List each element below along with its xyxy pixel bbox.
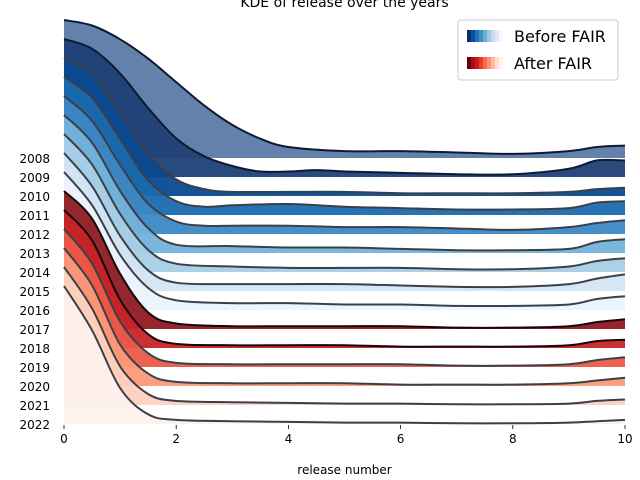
ridge-line-2013: [63, 114, 626, 252]
ridge-line-2014: [63, 133, 626, 271]
legend: Before FAIR After FAIR: [457, 19, 619, 81]
x-tick-label-10: 10: [617, 432, 632, 446]
y-tick-label-2009: 2009: [19, 171, 50, 185]
legend-swatch-after-6: [491, 57, 496, 69]
y-tick-label-2019: 2019: [19, 361, 50, 375]
ridge-line-2021: [63, 266, 626, 406]
y-tick-label-2011: 2011: [19, 209, 50, 223]
ridges-group: [63, 19, 626, 425]
y-tick-label-2012: 2012: [19, 228, 50, 242]
ridge-line-2009: [63, 38, 626, 176]
x-tick-label-8: 8: [509, 432, 517, 446]
x-tick-label-4: 4: [285, 432, 293, 446]
legend-swatch-before-7: [495, 30, 500, 42]
legend-swatch-before-0: [467, 30, 472, 42]
y-tick-label-2016: 2016: [19, 304, 50, 318]
x-tick-label-2: 2: [172, 432, 180, 446]
x-tick-label-6: 6: [397, 432, 405, 446]
y-tick-label-2015: 2015: [19, 285, 50, 299]
ridge-line-2017: [63, 190, 626, 329]
legend-label-after-fair: After FAIR: [514, 54, 592, 73]
legend-swatch-before-3: [479, 30, 484, 42]
legend-swatch-before-5: [487, 30, 492, 42]
legend-swatch-after-2: [475, 57, 480, 69]
legend-swatch-after-3: [479, 57, 484, 69]
legend-swatch-after-5: [487, 57, 492, 69]
ridge-line-2012: [63, 95, 626, 231]
x-tick-label-0: 0: [60, 432, 68, 446]
legend-swatch-after-8: [499, 57, 504, 69]
legend-swatch-after-4: [483, 57, 488, 69]
legend-swatch-before-2: [475, 30, 480, 42]
ridge-line-2008: [63, 19, 626, 155]
legend-swatch-after-7: [495, 57, 500, 69]
ridge-line-2019: [63, 228, 626, 367]
y-tick-labels: 2008 2009 2010 2011 2012 2013 2014 2015 2016 2017…: [19, 152, 50, 432]
ridge-area-2022: [64, 286, 625, 424]
legend-label-before-fair: Before FAIR: [514, 27, 606, 46]
ridge-line-2016: [63, 171, 626, 308]
y-tick-label-2017: 2017: [19, 323, 50, 337]
chart-title: KDE of release over the years: [240, 0, 448, 11]
legend-swatch-after-0: [467, 57, 472, 69]
y-tick-label-2021: 2021: [19, 399, 50, 413]
y-tick-label-2018: 2018: [19, 342, 50, 356]
y-tick-label-2013: 2013: [19, 247, 50, 261]
ridge-line-2018: [63, 209, 626, 348]
ridge-line-2015: [63, 152, 626, 289]
legend-swatch-after-1: [471, 57, 476, 69]
y-tick-label-2022: 2022: [19, 418, 50, 432]
legend-swatch-before-4: [483, 30, 488, 42]
ridge-line-2020: [63, 247, 626, 386]
legend-swatch-before-6: [491, 30, 496, 42]
x-axis-label: release number: [297, 463, 391, 477]
y-tick-label-2014: 2014: [19, 266, 50, 280]
ridge-line-2022: [63, 285, 626, 425]
y-tick-label-2008: 2008: [19, 152, 50, 166]
ridge-line-2010: [63, 57, 626, 195]
y-tick-label-2010: 2010: [19, 190, 50, 204]
legend-swatch-before-8: [499, 30, 504, 42]
legend-swatch-before-1: [471, 30, 476, 42]
y-tick-label-2020: 2020: [19, 380, 50, 394]
x-axis: 0 2 4 6 8 10: [60, 425, 633, 446]
ridge-area-2008: [64, 20, 625, 158]
ridge-line-2011: [63, 76, 626, 211]
